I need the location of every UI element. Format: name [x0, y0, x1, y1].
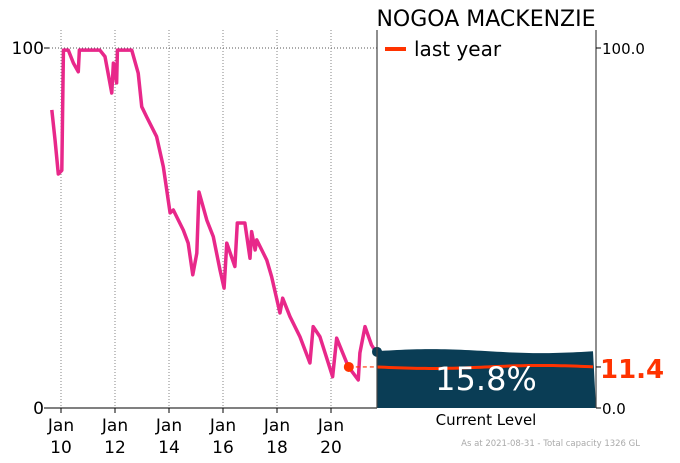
x-tick-year: 18 [266, 438, 288, 458]
x-tick-month: Jan [209, 416, 236, 436]
last-year-value-label: 11.4 [600, 355, 664, 385]
right-tick-0: 0.0 [602, 400, 626, 418]
legend-label-last-year: last year [414, 37, 502, 61]
x-tick-month: Jan [101, 416, 128, 436]
x-tick-month: Jan [263, 416, 290, 436]
x-tick-year: 10 [50, 438, 72, 458]
current-level-panel [376, 349, 596, 408]
footer-note: As at 2021-08-31 - Total capacity 1326 G… [461, 439, 640, 449]
x-tick-year: 20 [320, 438, 342, 458]
x-tick-year: 12 [104, 438, 126, 458]
current-level-caption: Current Level [436, 411, 537, 429]
x-tick-month: Jan [317, 416, 344, 436]
left-tick-0: 0 [33, 399, 44, 419]
last-year-level-line [376, 363, 594, 370]
series-layer [50, 48, 382, 382]
x-tick-year: 16 [212, 438, 234, 458]
current-level-value: 15.8% [435, 360, 537, 398]
x-tick-month: Jan [47, 416, 74, 436]
right-tick-100: 100.0 [602, 40, 645, 58]
current-level-fill [377, 349, 596, 408]
last-year-marker [343, 361, 354, 372]
chart-title: NOGOA MACKENZIE [376, 7, 595, 32]
x-tick-month: Jan [155, 416, 182, 436]
x-tick-year: 14 [158, 438, 180, 458]
left-tick-100: 100 [12, 39, 44, 59]
storage-level-line [50, 48, 378, 382]
grid [49, 30, 377, 408]
